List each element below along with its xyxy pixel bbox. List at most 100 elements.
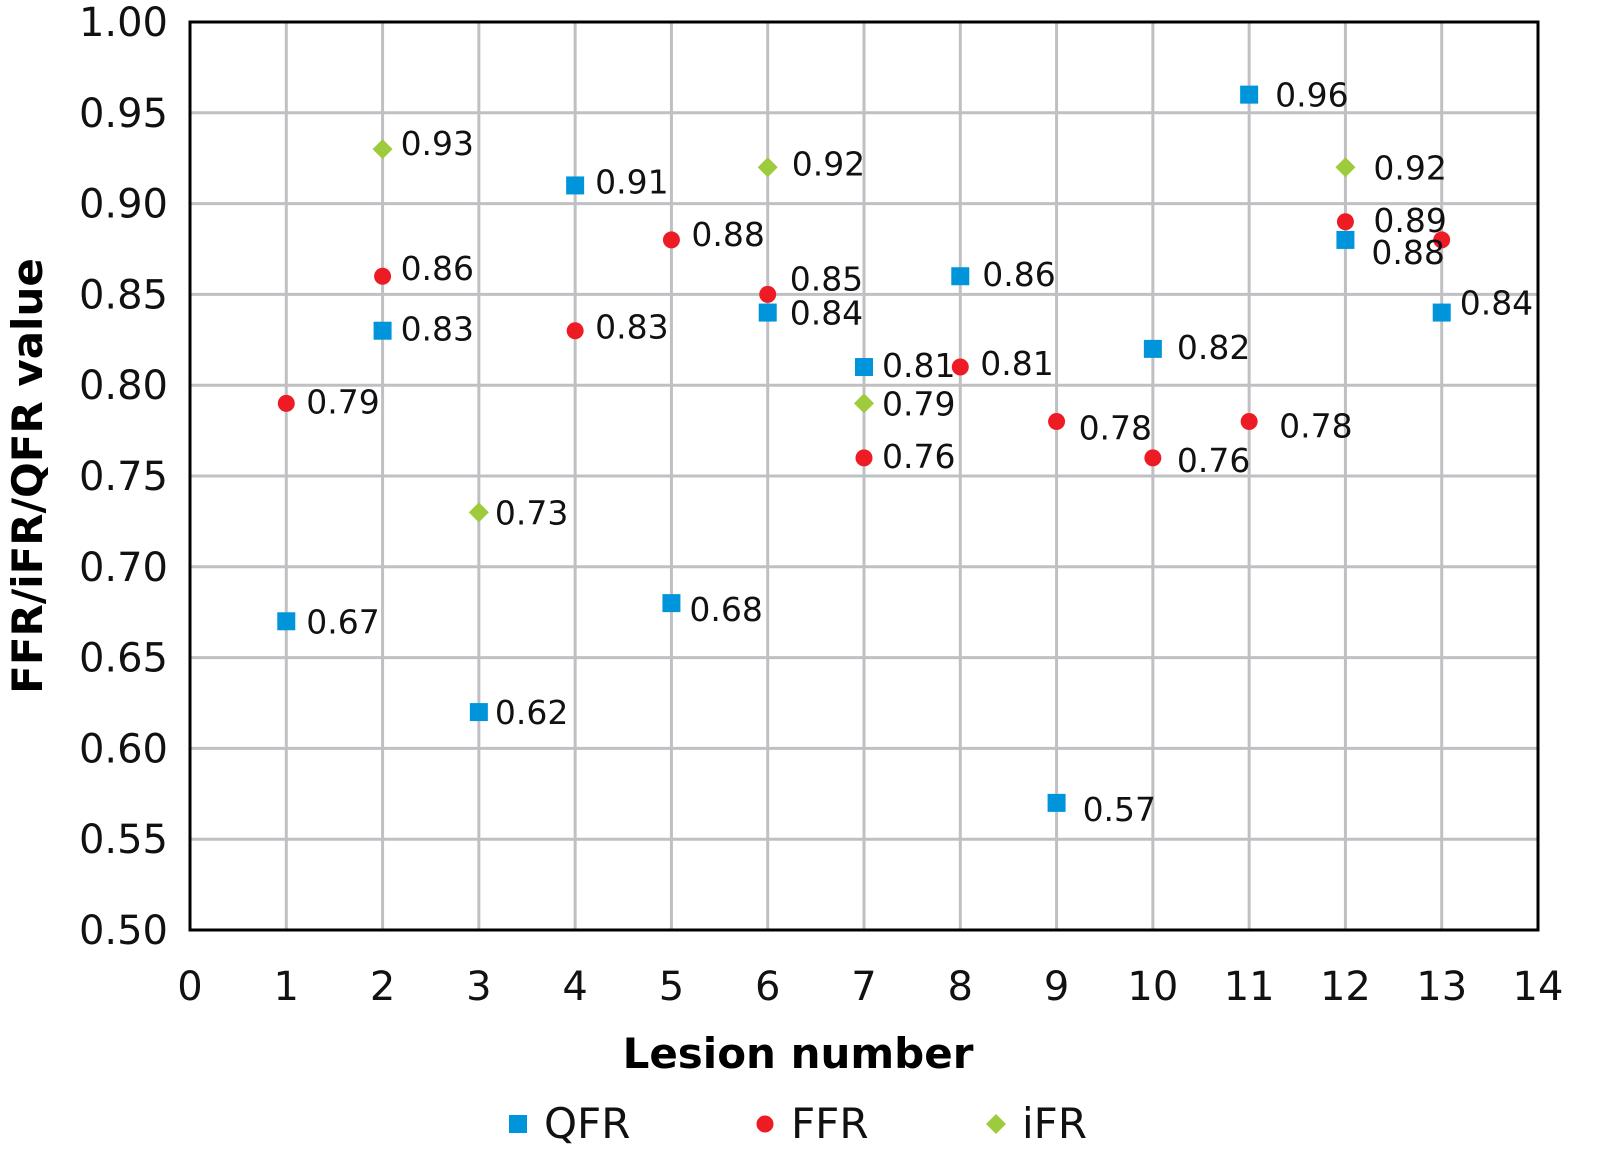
- ffr-data-label: 0.76: [1177, 441, 1250, 480]
- legend-item-ifr[interactable]: iFR: [986, 1099, 1087, 1148]
- qfr-data-label: 0.82: [1177, 328, 1250, 367]
- legend-label: iFR: [1022, 1099, 1087, 1148]
- qfr-point: [277, 612, 296, 631]
- y-tick-label: 0.70: [79, 545, 168, 591]
- legend: QFR FFR iFR: [509, 1099, 1087, 1148]
- x-tick-label: 11: [1224, 964, 1275, 1010]
- qfr-data-label: 0.96: [1275, 76, 1348, 115]
- x-tick-label: 0: [177, 964, 202, 1010]
- ffr-legend-icon: [756, 1115, 774, 1133]
- data-points: [277, 85, 1451, 812]
- y-tick-label: 0.75: [79, 454, 168, 500]
- x-tick-label: 12: [1320, 964, 1371, 1010]
- y-tick-label: 0.85: [79, 272, 168, 318]
- y-tick-label: 0.80: [79, 363, 168, 409]
- qfr-point: [1336, 230, 1355, 249]
- ifr-data-label: 0.92: [1373, 148, 1446, 187]
- qfr-data-label: 0.84: [1460, 284, 1533, 323]
- x-tick-label: 13: [1416, 964, 1467, 1010]
- ffr-data-label: 0.89: [1373, 201, 1446, 240]
- ffr-point: [759, 285, 777, 303]
- qfr-data-label: 0.62: [495, 693, 568, 732]
- x-tick-label: 2: [370, 964, 395, 1010]
- ifr-point: [468, 502, 489, 523]
- x-axis-ticks: 0 1 2 3 4 5 6 7 8 9 10 11 12 13 14: [177, 964, 1563, 1010]
- qfr-point: [1432, 303, 1451, 322]
- qfr-data-label: 0.57: [1083, 790, 1156, 829]
- ffr-point: [1336, 213, 1354, 231]
- data-labels: 0.67 0.83 0.62 0.91 0.68 0.84 0.81 0.86 0.57 0.82…: [306, 76, 1533, 829]
- qfr-point: [469, 703, 488, 722]
- ifr-data-label: 0.73: [495, 493, 568, 532]
- qfr-data-label: 0.86: [982, 255, 1055, 294]
- qfr-data-label: 0.68: [689, 590, 762, 629]
- qfr-point: [566, 176, 585, 195]
- qfr-point: [662, 594, 681, 613]
- y-tick-label: 0.65: [79, 636, 168, 682]
- x-tick-label: 14: [1513, 964, 1564, 1010]
- qfr-data-label: 0.67: [306, 602, 379, 641]
- ifr-point: [372, 139, 393, 160]
- y-axis-ticks: 0.50 0.55 0.60 0.65 0.70 0.75 0.80 0.85 0.90 0.95…: [79, 0, 168, 954]
- ffr-point: [855, 449, 873, 467]
- x-tick-label: 1: [274, 964, 299, 1010]
- x-tick-label: 8: [948, 964, 973, 1010]
- x-tick-label: 7: [851, 964, 876, 1010]
- qfr-data-label: 0.88: [1371, 233, 1444, 272]
- qfr-data-label: 0.83: [401, 310, 474, 349]
- x-tick-label: 6: [755, 964, 780, 1010]
- y-axis-title: FFR/iFR/QFR value: [3, 258, 52, 694]
- qfr-point: [1143, 339, 1162, 358]
- x-tick-label: 3: [466, 964, 491, 1010]
- legend-item-ffr[interactable]: FFR: [756, 1099, 869, 1148]
- ffr-data-label: 0.76: [882, 437, 955, 476]
- qfr-point: [855, 358, 873, 377]
- qfr-point: [758, 303, 777, 322]
- ifr-data-label: 0.93: [401, 124, 474, 163]
- ifr-point: [1335, 157, 1356, 178]
- ffr-data-label: 0.88: [691, 215, 764, 254]
- ffr-point: [374, 267, 392, 285]
- legend-item-qfr[interactable]: QFR: [509, 1099, 630, 1148]
- legend-label: QFR: [544, 1099, 630, 1148]
- ffr-data-label: 0.78: [1079, 409, 1152, 448]
- x-axis-title: Lesion number: [623, 1029, 974, 1078]
- x-tick-label: 5: [659, 964, 684, 1010]
- plot-area-frame: [188, 20, 1540, 932]
- ffr-data-label: 0.81: [980, 344, 1053, 383]
- y-tick-label: 0.60: [79, 726, 168, 772]
- qfr-legend-icon: [509, 1115, 527, 1133]
- ffr-data-label: 0.78: [1279, 407, 1352, 446]
- qfr-data-label: 0.91: [595, 162, 668, 201]
- qfr-point: [373, 321, 392, 340]
- y-tick-label: 1.00: [79, 0, 168, 46]
- x-tick-label: 10: [1127, 964, 1178, 1010]
- ffr-point: [951, 358, 969, 376]
- ifr-legend-icon: [986, 1114, 1006, 1134]
- y-tick-label: 0.90: [79, 182, 168, 228]
- ifr-point: [757, 157, 778, 178]
- qfr-point: [1240, 85, 1259, 104]
- ffr-data-label: 0.79: [306, 382, 379, 421]
- ifr-data-label: 0.79: [882, 384, 955, 423]
- ffr-point: [277, 394, 295, 412]
- ffr-data-label: 0.83: [595, 308, 668, 347]
- qfr-point: [951, 267, 970, 286]
- ifr-point: [854, 393, 874, 414]
- y-tick-label: 0.55: [79, 817, 168, 863]
- y-tick-label: 0.95: [79, 91, 168, 137]
- legend-label: FFR: [791, 1099, 869, 1148]
- ffr-point: [662, 231, 680, 249]
- ffr-point: [1048, 413, 1066, 431]
- ffr-data-label: 0.86: [401, 249, 474, 288]
- qfr-point: [1047, 793, 1066, 812]
- ffr-data-label: 0.85: [790, 259, 863, 298]
- qfr-data-label: 0.84: [790, 294, 863, 333]
- ffr-point: [1433, 231, 1451, 249]
- x-tick-label: 4: [562, 964, 587, 1010]
- ffr-point: [1240, 413, 1258, 431]
- x-tick-label: 9: [1044, 964, 1069, 1010]
- y-tick-label: 0.50: [79, 908, 168, 954]
- ifr-data-label: 0.92: [792, 144, 865, 183]
